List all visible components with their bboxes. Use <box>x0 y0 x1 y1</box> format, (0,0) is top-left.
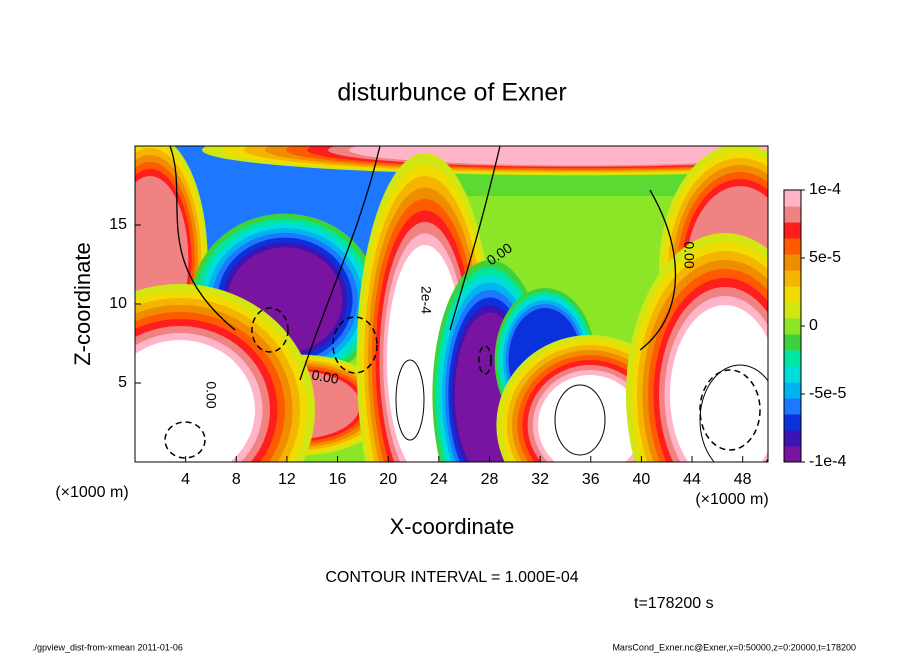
contour-label: 0.00 <box>310 366 340 387</box>
contour-line <box>395 359 425 441</box>
colorbar-tick-label: 0 <box>809 317 818 334</box>
colorbar-segment <box>784 286 801 303</box>
colorbar-segment <box>784 430 801 447</box>
colorbar-segment <box>784 414 801 431</box>
colorbar-tick-label: -1e-4 <box>809 453 846 470</box>
x-tick-label: 28 <box>481 471 499 488</box>
colorbar-segment <box>784 398 801 415</box>
x-tick-label: 32 <box>531 471 549 488</box>
field-level <box>349 146 768 166</box>
y-unit: (×1000 m) <box>55 484 128 501</box>
x-tick-label: 20 <box>379 471 397 488</box>
contour-line <box>699 369 761 451</box>
x-tick-label: 36 <box>582 471 600 488</box>
field-level <box>538 375 642 462</box>
contour-label: 0.00 <box>203 381 219 408</box>
footer-right: MarsCond_Exner.nc@Exner,x=0:50000,z=0:20… <box>612 642 856 652</box>
contour-line <box>169 146 677 381</box>
colorbar-segment <box>784 350 801 367</box>
chart-title: disturbunce of Exner <box>337 79 566 107</box>
colorbar-tick-label: 1e-4 <box>809 181 841 198</box>
x-tick-label: 24 <box>430 471 448 488</box>
y-axis-label: Z-coordinate <box>70 242 95 366</box>
contour-line <box>164 421 206 459</box>
colorbar-segment <box>784 302 801 319</box>
contour-field <box>135 146 768 462</box>
contour-interval: CONTOUR INTERVAL = 1.000E-04 <box>325 569 578 586</box>
colorbar-segment <box>784 382 801 399</box>
x-tick-label: 4 <box>181 471 190 488</box>
contour-line <box>478 345 492 375</box>
contour-label: 2e-4 <box>418 286 434 314</box>
x-axis-label: X-coordinate <box>390 514 515 539</box>
colorbar-segment <box>784 270 801 287</box>
x-tick-label: 16 <box>329 471 347 488</box>
x-tick-label: 8 <box>232 471 241 488</box>
colorbar-segment <box>784 446 801 463</box>
colorbar-segment <box>784 318 801 335</box>
colorbar-segment <box>784 238 801 255</box>
x-tick-label: 44 <box>683 471 701 488</box>
contour-line <box>251 307 289 353</box>
y-tick-label: 10 <box>109 295 127 312</box>
x-tick-label: 40 <box>633 471 651 488</box>
colorbar-segment <box>784 190 801 207</box>
field-level <box>670 305 768 462</box>
colorbar-segment <box>784 206 801 223</box>
colorbar-segment <box>784 334 801 351</box>
field-level <box>135 340 255 462</box>
x-tick-label: 48 <box>734 471 752 488</box>
contour-line <box>554 384 606 456</box>
contour-label: 0.00 <box>681 241 697 268</box>
colorbar-segment <box>784 254 801 271</box>
colorbar-tick-label: 5e-5 <box>809 249 841 266</box>
x-unit: (×1000 m) <box>695 491 768 508</box>
contour-line <box>332 316 378 374</box>
colorbar-segment <box>784 222 801 239</box>
colorbar-segment <box>784 366 801 383</box>
x-tick-label: 12 <box>278 471 296 488</box>
contour-line <box>699 364 768 462</box>
y-tick-label: 15 <box>109 216 127 233</box>
time-label: t=178200 s <box>634 595 714 612</box>
footer-left: ./gpview_dist-from-xmean 2011-01-06 <box>32 642 183 652</box>
y-tick-label: 5 <box>118 374 127 391</box>
colorbar-tick-label: -5e-5 <box>809 385 846 402</box>
